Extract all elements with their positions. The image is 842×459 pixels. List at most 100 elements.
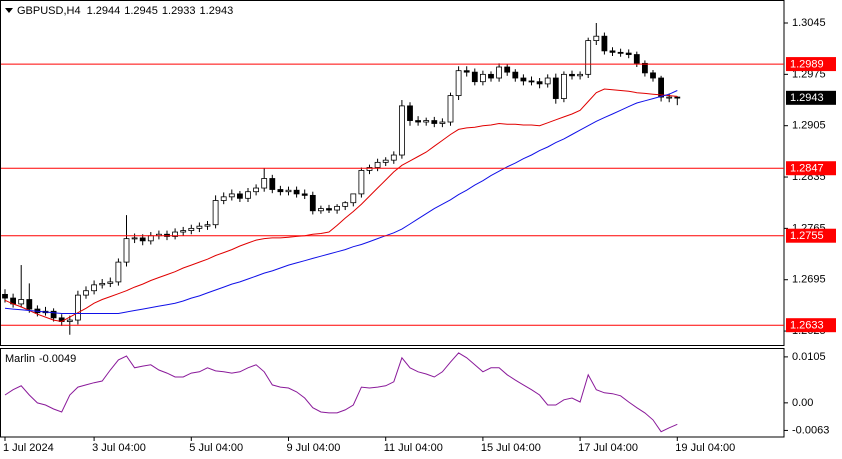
candle-body: [544, 77, 551, 85]
candle-body: [228, 193, 235, 198]
x-tick-label: 15 Jul 04:00: [481, 442, 541, 454]
level-label-box: [786, 228, 836, 243]
candle-body: [415, 120, 422, 123]
candle-body: [18, 299, 25, 305]
candle-body: [326, 208, 332, 211]
candle-body: [601, 35, 608, 52]
candle-body: [212, 200, 219, 226]
candle-body: [463, 70, 470, 73]
candle-body: [204, 224, 211, 227]
last-price-label: 1.2943: [790, 92, 824, 104]
indicator-name: Marlin: [5, 353, 35, 365]
candle-body: [390, 154, 397, 161]
indicator-pane-border: [0, 348, 785, 438]
main-pane-border: [0, 0, 785, 346]
x-tick-label: 17 Jul 04:00: [578, 442, 638, 454]
series-line: [4, 352, 678, 433]
level-label-box: [786, 57, 836, 72]
candle-body: [609, 50, 616, 53]
candle-body: [423, 120, 430, 123]
level-label: 1.2847: [790, 163, 824, 175]
candle-body: [382, 159, 389, 163]
last-price-box: [786, 90, 836, 105]
candle-body: [131, 237, 138, 240]
candle-body: [350, 193, 357, 204]
candle-body: [107, 281, 114, 284]
y-tick-label: 1.3045: [792, 17, 826, 29]
candle-body: [342, 202, 349, 207]
candle-body: [666, 96, 673, 99]
candle-body: [172, 231, 179, 237]
candle-body: [317, 208, 324, 212]
candle-body: [293, 189, 300, 195]
candle-body: [26, 299, 33, 310]
candle-body: [528, 80, 535, 83]
level-label-box: [786, 161, 836, 176]
series-line: [4, 90, 678, 314]
y-tick-label: 0.00: [792, 397, 813, 409]
candle-body: [236, 193, 243, 199]
candle-body: [277, 189, 284, 193]
candle-body: [504, 66, 511, 73]
candle-body: [83, 290, 89, 296]
candle-body: [66, 319, 73, 322]
level-label: 1.2633: [790, 320, 824, 332]
candle-body: [180, 230, 187, 233]
indicator-title: Marlin -0.0049: [5, 353, 76, 365]
ohlc-high: 1.2945: [124, 5, 158, 17]
candle-body: [334, 205, 341, 211]
level-label-box: [786, 318, 836, 333]
candle-body: [650, 72, 656, 79]
candle-body: [577, 73, 583, 77]
menu-triangle[interactable]: [5, 8, 13, 13]
candle-body: [593, 35, 600, 42]
candle-body: [285, 189, 292, 193]
x-tick-label: 1 Jul 2024: [3, 442, 54, 454]
candle-body: [398, 105, 405, 156]
candle-body: [658, 77, 664, 98]
candle-body: [633, 54, 640, 64]
candle-body: [674, 96, 681, 99]
candle-body: [253, 187, 260, 193]
x-tick-label: 3 Jul 04:00: [92, 442, 146, 454]
candle-body: [358, 170, 365, 195]
candle-body: [520, 77, 527, 82]
candle-body: [261, 178, 268, 189]
candle-body: [374, 161, 381, 168]
candle-body: [512, 71, 519, 79]
candle-body: [196, 225, 203, 229]
candle-body: [488, 73, 494, 79]
x-tick-label: 11 Jul 04:00: [384, 442, 443, 454]
x-tick-label: 19 Jul 04:00: [675, 442, 735, 454]
candle-body: [123, 238, 130, 263]
y-tick-label: 0.0105: [792, 351, 826, 363]
candle-body: [617, 51, 624, 54]
indicator-value: -0.0049: [39, 353, 76, 365]
y-tick-label: -0.0063: [792, 424, 829, 436]
candle-body: [309, 194, 316, 212]
candle-body: [139, 237, 146, 242]
candle-body: [561, 73, 567, 99]
y-tick-label: 1.2905: [792, 120, 826, 132]
candle-body: [245, 191, 251, 199]
level-label: 1.2989: [790, 58, 824, 70]
candle-body: [147, 235, 154, 242]
candle-body: [407, 105, 413, 121]
ohlc-low: 1.2933: [162, 5, 196, 17]
level-label: 1.2755: [790, 230, 824, 242]
candle-body: [188, 227, 195, 231]
x-tick-label: 5 Jul 04:00: [189, 442, 243, 454]
candle-body: [625, 52, 632, 55]
candle-body: [220, 196, 227, 201]
y-tick-label: 1.2695: [792, 274, 826, 286]
candle-body: [2, 293, 8, 299]
candle-body: [99, 282, 106, 286]
ohlc-close: 1.2943: [200, 5, 234, 17]
candle-body: [496, 66, 503, 79]
candle-body: [75, 294, 81, 321]
candle-body: [91, 284, 97, 292]
candle-body: [455, 70, 462, 97]
candle-body: [471, 71, 478, 83]
